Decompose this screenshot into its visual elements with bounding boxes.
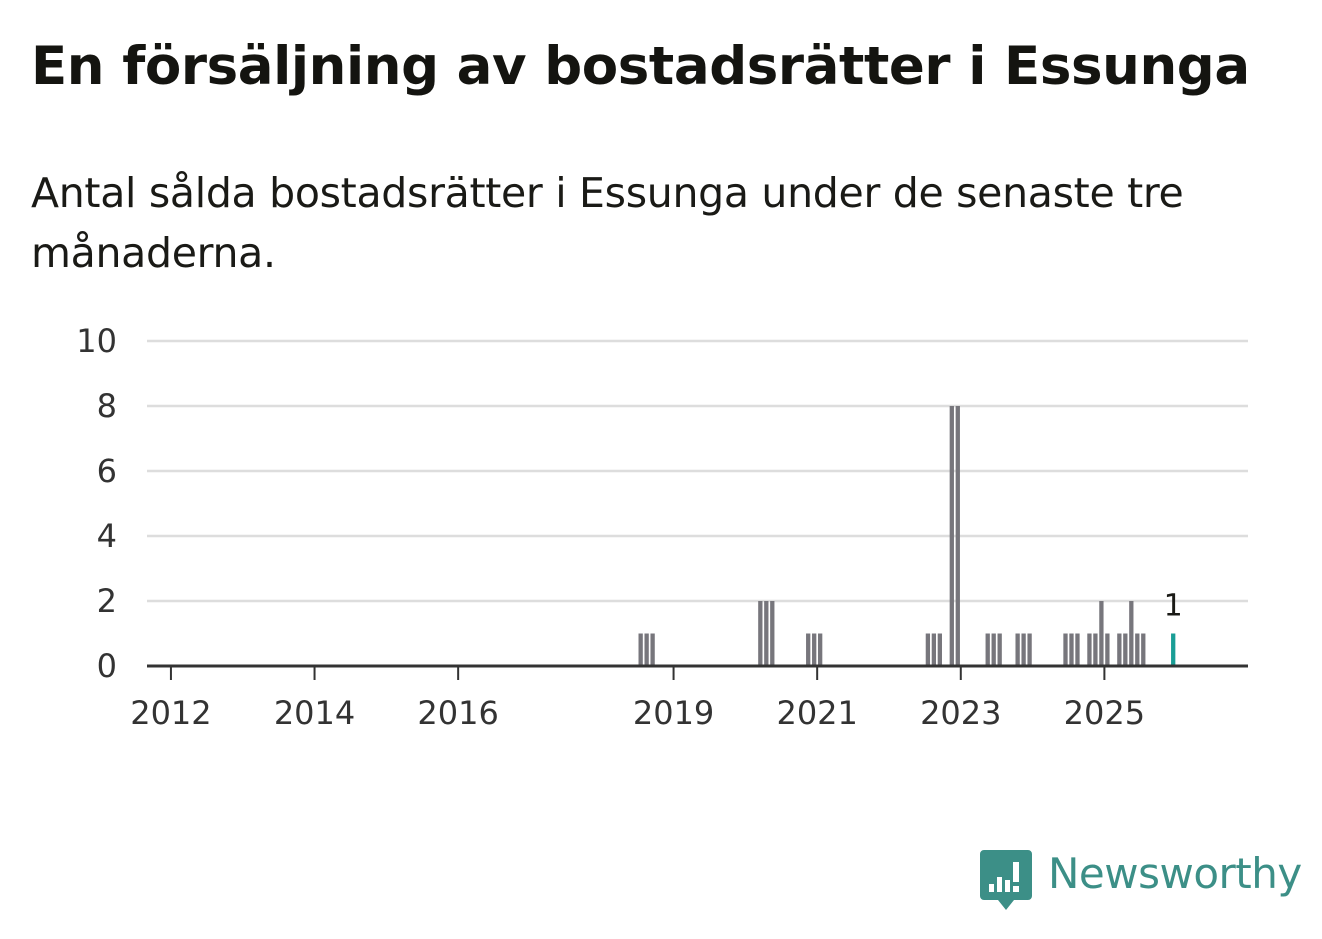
x-tick-label: 2025 bbox=[1064, 694, 1145, 732]
y-tick-label: 10 bbox=[76, 322, 117, 360]
bar bbox=[955, 406, 960, 666]
bar bbox=[770, 601, 775, 666]
bar bbox=[991, 633, 996, 666]
y-axis: 0 2 4 6 8 10 bbox=[76, 322, 117, 685]
chart-subtitle: Antal sålda bostadsrätter i Essunga unde… bbox=[31, 169, 1184, 277]
x-tick-label: 2016 bbox=[417, 694, 498, 732]
bar bbox=[764, 601, 769, 666]
bar bbox=[818, 633, 823, 666]
bar bbox=[1075, 633, 1080, 666]
bar bbox=[1117, 633, 1122, 666]
bar bbox=[1135, 633, 1140, 666]
bar bbox=[1099, 601, 1104, 666]
bar bbox=[925, 633, 931, 666]
bar bbox=[985, 633, 990, 666]
bar-highlight bbox=[1171, 633, 1176, 666]
chart-title: En försäljning av bostadsrätter i Essung… bbox=[31, 36, 1250, 97]
bar bbox=[949, 406, 954, 666]
data-labels: 1 bbox=[1164, 589, 1183, 624]
bar bbox=[937, 633, 942, 666]
gridlines bbox=[147, 339, 1248, 603]
brand-name: Newsworthy bbox=[1048, 849, 1302, 898]
x-tick-label: 2021 bbox=[776, 694, 857, 732]
bar bbox=[812, 633, 817, 666]
y-tick-label: 4 bbox=[97, 517, 117, 555]
y-tick-label: 2 bbox=[97, 582, 117, 620]
bar bbox=[1129, 601, 1134, 666]
bar bbox=[1105, 633, 1110, 666]
y-tick-label: 6 bbox=[97, 452, 117, 490]
bar bbox=[1123, 633, 1128, 666]
y-tick-label: 8 bbox=[97, 387, 117, 425]
bar bbox=[650, 633, 655, 666]
bar bbox=[1093, 633, 1098, 666]
bar bbox=[758, 601, 763, 666]
bar bbox=[638, 633, 643, 666]
bar bbox=[931, 633, 937, 666]
newsworthy-chart-icon bbox=[980, 850, 1032, 910]
bar bbox=[806, 633, 811, 666]
bar bbox=[1141, 633, 1146, 666]
x-tick-label: 2012 bbox=[130, 694, 211, 732]
bars bbox=[638, 406, 1176, 666]
bar bbox=[997, 633, 1002, 666]
bar bbox=[1063, 633, 1068, 666]
bar bbox=[644, 633, 649, 666]
x-axis: 2012 2014 2016 2019 2021 2023 2025 bbox=[130, 664, 1248, 732]
bar bbox=[1015, 633, 1020, 666]
x-tick-label: 2023 bbox=[920, 694, 1001, 732]
bar bbox=[1027, 633, 1032, 666]
data-label: 1 bbox=[1164, 589, 1183, 624]
bar bbox=[1087, 633, 1092, 666]
x-tick-label: 2014 bbox=[274, 694, 355, 732]
bar bbox=[1069, 633, 1074, 666]
y-tick-label: 0 bbox=[97, 647, 117, 685]
newsworthy-logo: Newsworthy bbox=[980, 848, 1302, 912]
x-tick-label: 2019 bbox=[633, 694, 714, 732]
bar bbox=[1021, 633, 1026, 666]
